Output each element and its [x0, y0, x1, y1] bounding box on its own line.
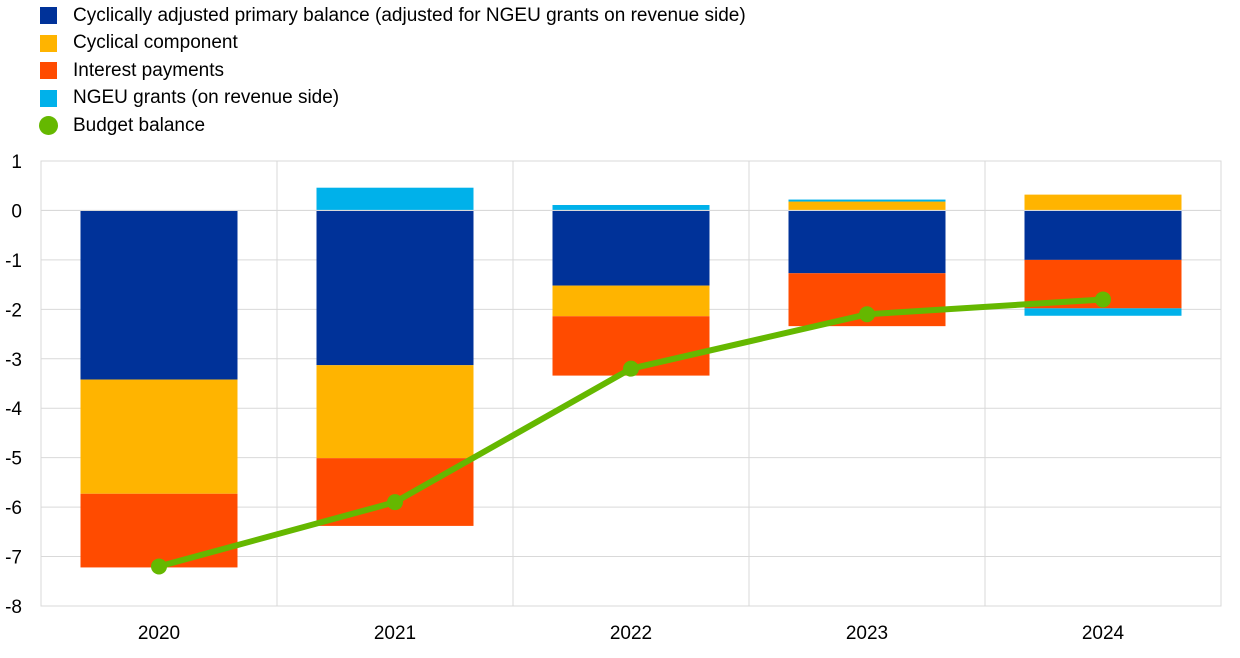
y-tick-label: -6 [5, 498, 22, 519]
y-tick-label: -5 [5, 449, 22, 470]
legend-swatch [40, 7, 57, 25]
x-tick-label: 2020 [138, 623, 180, 644]
bar-cyclical-2021 [316, 365, 474, 459]
bars [80, 187, 1182, 568]
legend-swatch [40, 89, 57, 107]
bar-cyclically-2023 [788, 210, 946, 274]
y-tick-label: -4 [5, 399, 22, 420]
y-tick-label: -1 [5, 251, 22, 272]
y-tick-label: -7 [5, 548, 22, 569]
plot-frame [40, 160, 1222, 607]
bar-ngeu-2024 [1024, 308, 1182, 316]
budget-balance-point-2023 [859, 306, 875, 323]
x-tick-label: 2024 [1082, 623, 1125, 644]
y-tick-label: 0 [11, 201, 22, 222]
legend-label: NGEU grants (on revenue side) [73, 87, 340, 109]
legend-item-interest-payments: Interest payments [40, 57, 746, 85]
legend-label: Cyclically adjusted primary balance (adj… [73, 4, 746, 26]
legend-marker [39, 116, 58, 136]
bar-cyclical-2022 [552, 285, 710, 317]
bar-cyclical-2023 [788, 201, 946, 211]
bar-cyclically-2020 [80, 210, 238, 380]
bar-cyclical-2020 [80, 379, 238, 494]
budget-balance-point-2020 [151, 558, 167, 575]
budget-balance-line [151, 291, 1111, 575]
budget-balance-point-2022 [623, 360, 639, 377]
bar-cyclical-2024 [1024, 194, 1182, 211]
legend-label: Budget balance [73, 114, 206, 136]
legend-item-cyclical-component: Cyclical component [40, 30, 746, 58]
bar-ngeu-2023 [788, 199, 946, 202]
y-tick-label: -2 [5, 300, 22, 321]
bar-interest-2020 [80, 493, 238, 568]
x-tick-label: 2023 [846, 623, 888, 644]
legend-item-ngeu-grants: NGEU grants (on revenue side) [40, 85, 746, 113]
legend-swatch [40, 34, 57, 52]
legend-label: Interest payments [73, 59, 225, 81]
legend-label: Cyclical component [73, 32, 238, 54]
bar-cyclically-2022 [552, 210, 710, 286]
y-tick-label: -3 [5, 350, 22, 371]
x-tick-label: 2022 [610, 623, 652, 644]
legend-swatch [40, 62, 57, 80]
x-tick-label: 2021 [374, 623, 416, 644]
bar-cyclically-2024 [1024, 210, 1182, 260]
legend-item-budget-balance: Budget balance [39, 112, 746, 140]
legend-item-cyclically-adjusted-primary-balance: Cyclically adjusted primary balance (adj… [40, 2, 746, 30]
legend: Cyclically adjusted primary balance (adj… [39, 2, 746, 140]
budget-balance-point-2021 [387, 494, 403, 511]
y-tick-label: 1 [11, 152, 22, 173]
bar-ngeu-2021 [316, 187, 474, 211]
bar-ngeu-2022 [552, 205, 710, 211]
axes: 1 0 -1 -2 -3 -4 -5 -6 -7 -8 2020 2021 2022 2023 2024 [5, 152, 1221, 644]
budget-balance-point-2024 [1095, 291, 1111, 308]
y-tick-label: -8 [5, 597, 22, 618]
bar-cyclically-2021 [316, 210, 474, 366]
